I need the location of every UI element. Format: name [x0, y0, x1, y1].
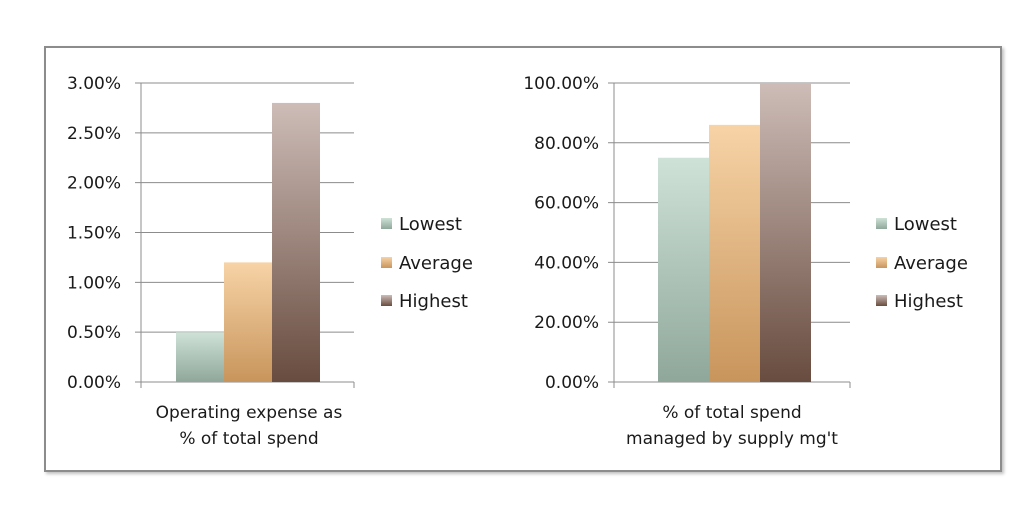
y-tick-label: 2.50%	[67, 124, 121, 144]
legend-label-average: Average	[399, 253, 473, 274]
y-tick-label: 3.00%	[67, 74, 121, 94]
legend-swatch-lowest	[876, 218, 887, 229]
chart-spend-managed: 0.00% 20.00% 40.00% 60.00% 80.00% 100.00% Lowe…	[523, 74, 968, 449]
legend-swatch-average	[381, 257, 392, 268]
x-category-label: managed by supply mg't	[626, 429, 838, 449]
y-tick-label: 0.00%	[545, 373, 599, 393]
x-category-label: % of total spend	[179, 429, 318, 449]
legend-label-average: Average	[894, 253, 968, 274]
y-tick-label: 60.00%	[534, 194, 599, 214]
y-tick-label: 2.00%	[67, 174, 121, 194]
y-tick-label: 40.00%	[534, 253, 599, 273]
bar-highest	[272, 102, 320, 382]
legend-label-highest: Highest	[894, 291, 963, 312]
y-tick-label: 0.50%	[67, 323, 121, 343]
y-tick-label: 100.00%	[523, 74, 599, 94]
legend-label-highest: Highest	[399, 291, 468, 312]
bar-lowest	[176, 332, 224, 382]
legend-swatch-lowest	[381, 218, 392, 229]
legend-label-lowest: Lowest	[894, 214, 957, 235]
bar-lowest	[658, 157, 709, 382]
bar-highest	[760, 83, 811, 382]
bar-average	[709, 124, 760, 383]
x-category-label: Operating expense as	[156, 403, 343, 423]
bar-average	[224, 262, 272, 382]
legend-swatch-average	[876, 257, 887, 268]
y-tick-label: 1.50%	[67, 224, 121, 244]
legend-label-lowest: Lowest	[399, 214, 462, 235]
charts-frame	[44, 46, 1002, 472]
x-category-label: % of total spend	[662, 403, 801, 423]
legend-swatch-highest	[381, 295, 392, 306]
y-tick-label: 0.00%	[67, 373, 121, 393]
y-tick-label: 20.00%	[534, 313, 599, 333]
legend-swatch-highest	[876, 295, 887, 306]
y-tick-label: 80.00%	[534, 134, 599, 154]
y-tick-label: 1.00%	[67, 273, 121, 293]
chart-operating-expense: 0.00% 0.50% 1.00% 1.50% 2.00% 2.50% 3.00% Lowes…	[67, 74, 473, 449]
